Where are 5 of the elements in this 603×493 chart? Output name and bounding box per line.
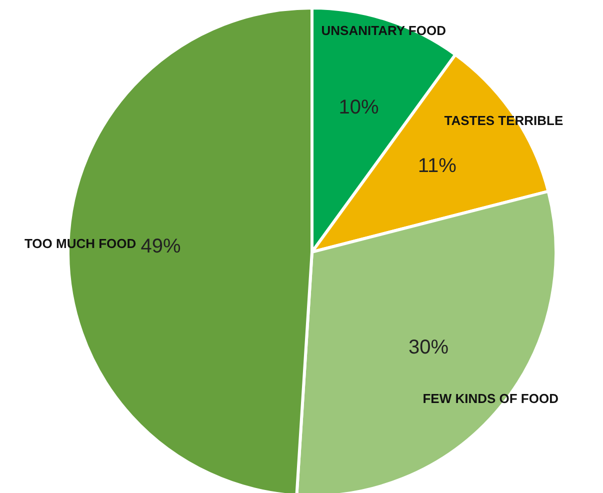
data-label: 10% (338, 96, 379, 118)
data-label: 30% (408, 336, 449, 359)
slice-label: UNSANITARY FOOD (321, 22, 446, 38)
data-label: 11% (418, 155, 457, 178)
data-label: 49% (140, 236, 182, 258)
